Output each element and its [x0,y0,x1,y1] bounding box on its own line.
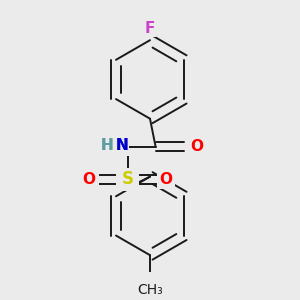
Text: N: N [116,138,128,153]
Text: O: O [190,139,203,154]
Text: CH₃: CH₃ [137,283,163,297]
Text: H: H [100,138,113,153]
Text: S: S [122,170,134,188]
Text: O: O [83,172,96,187]
Text: H: H [100,138,113,153]
Text: F: F [145,22,155,37]
Bar [116,168,139,191]
Bar [157,170,175,189]
Text: O: O [159,172,172,187]
Bar [129,272,171,289]
Bar [80,170,99,189]
Text: N: N [116,138,128,153]
Bar [98,136,129,156]
